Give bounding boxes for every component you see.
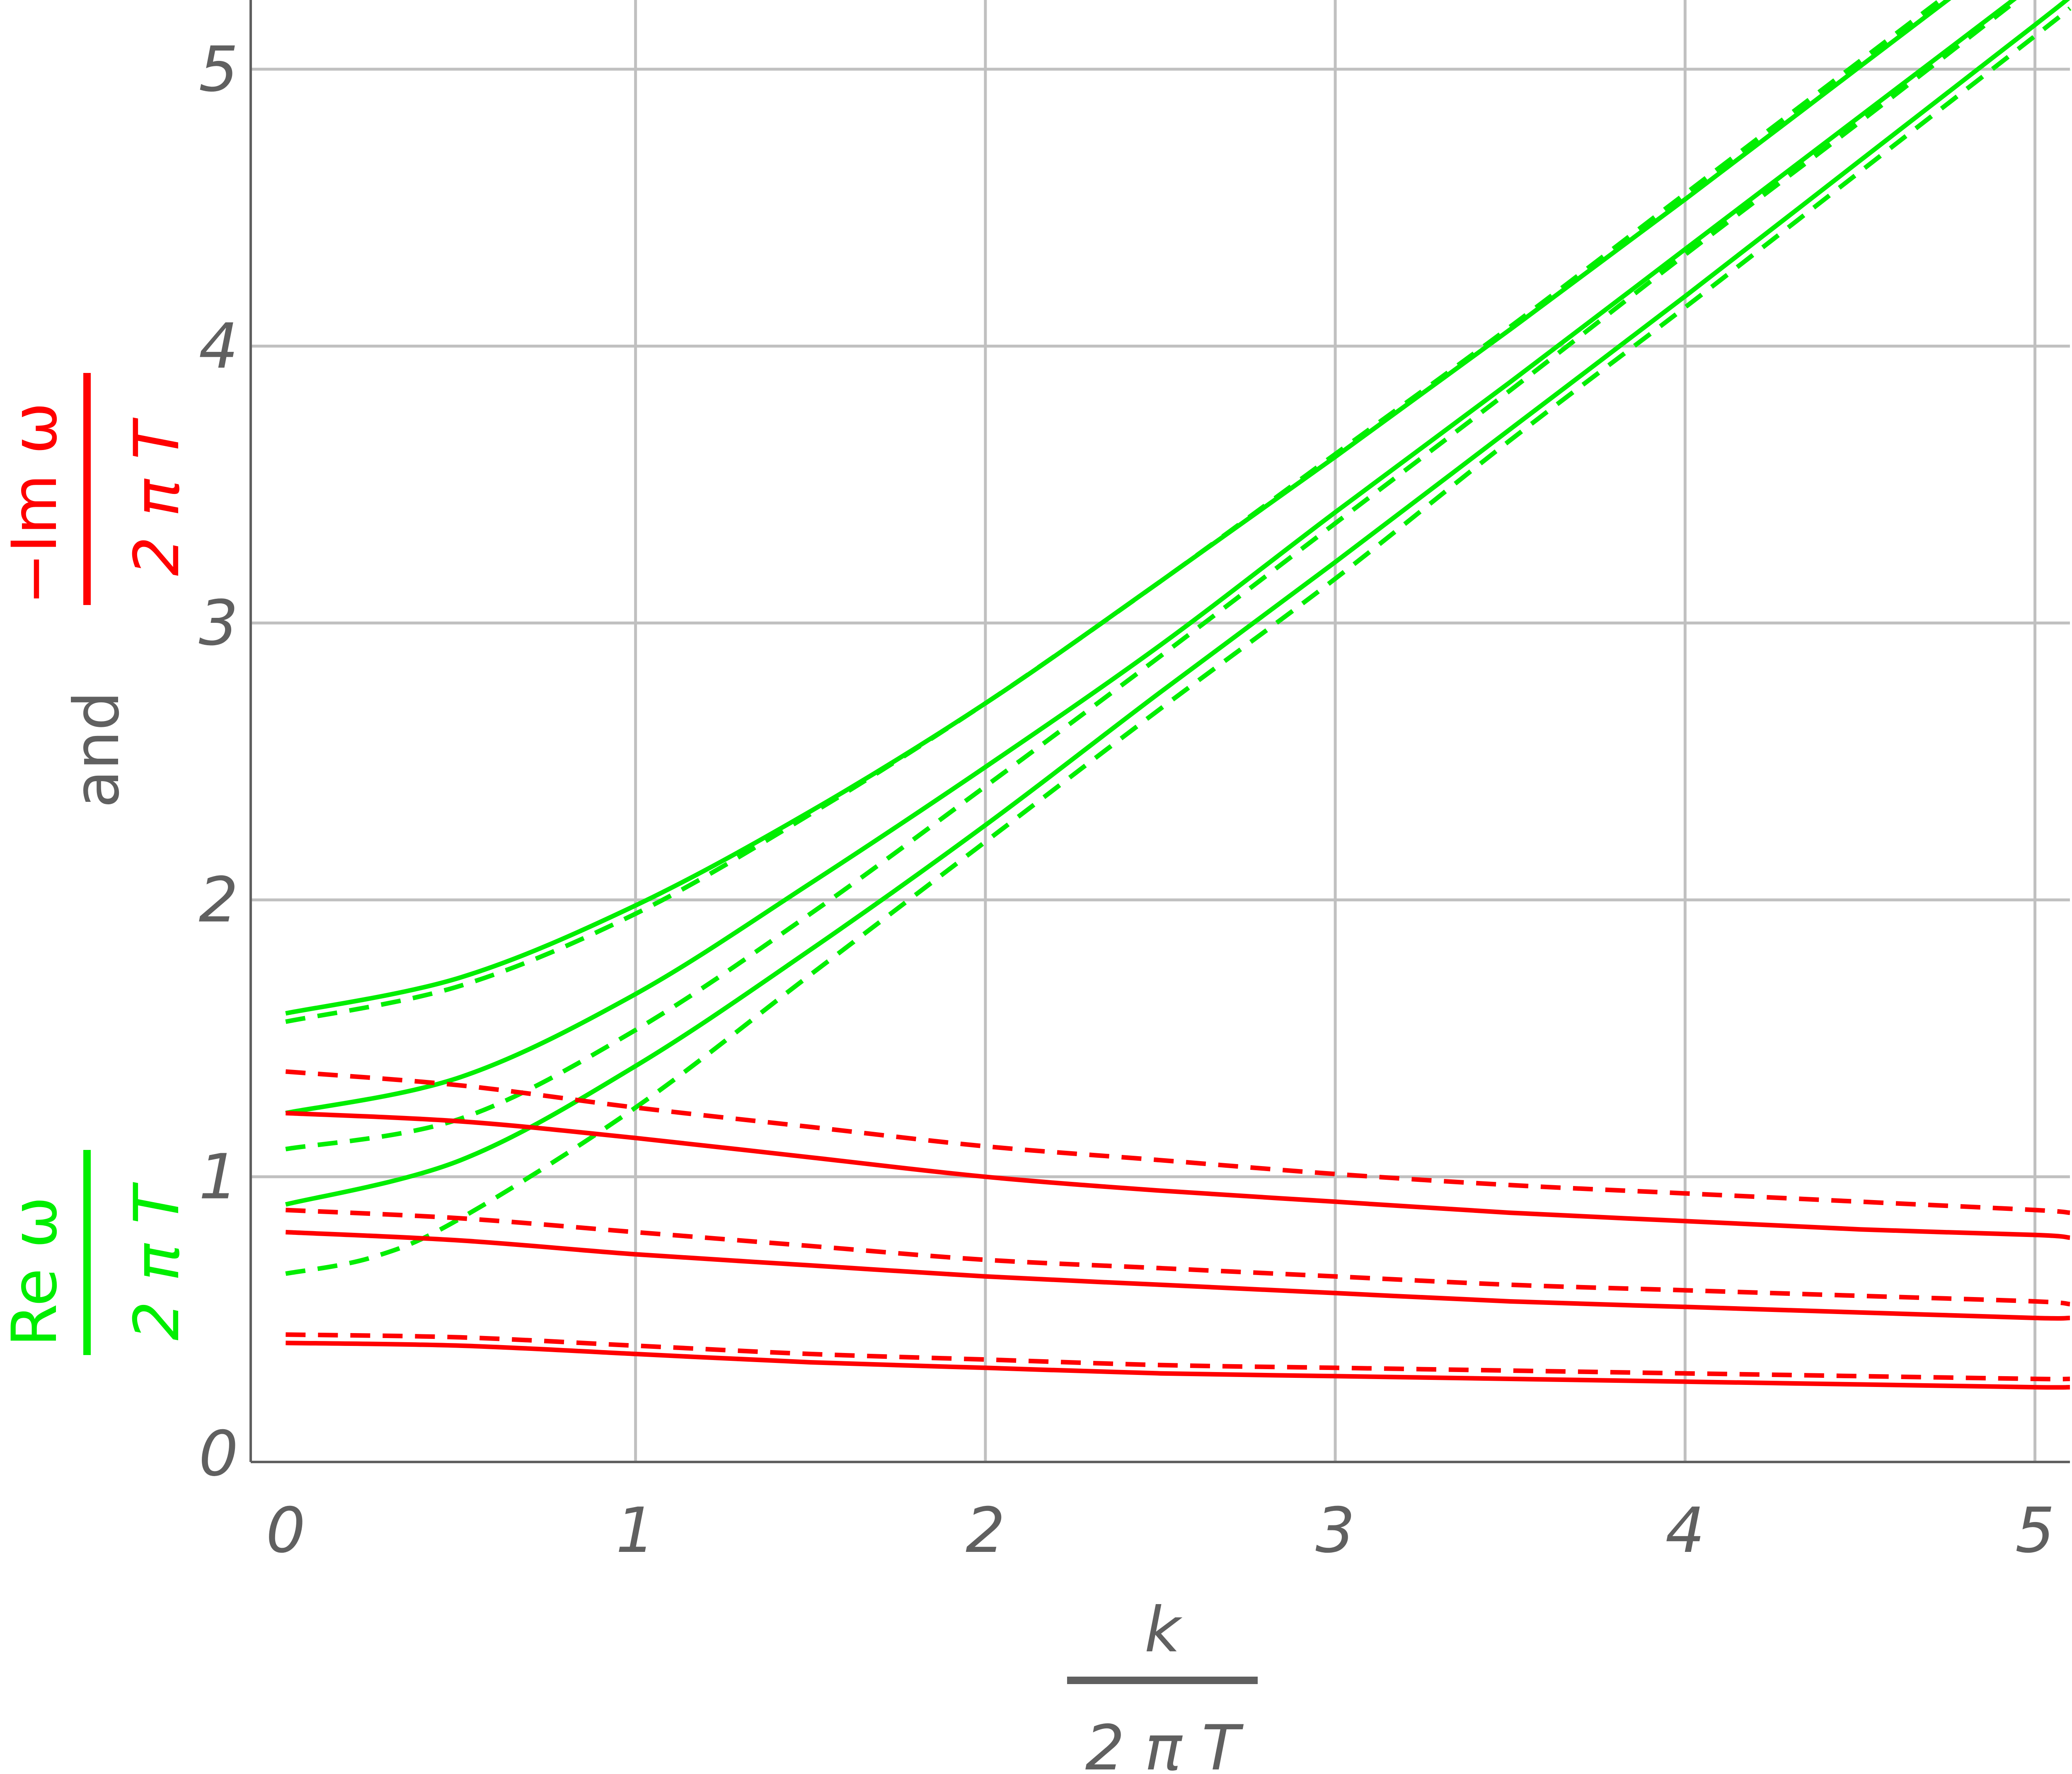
y-label-joiner: and: [61, 691, 133, 808]
series-real-solid-line-5: [285, 0, 2070, 1207]
x-tick-label: 1: [616, 1495, 655, 1567]
x-tick-label: 0: [266, 1495, 305, 1567]
series-imag-solid-line-10: [286, 1229, 2070, 1321]
series-real-dashed-line-2: [285, 0, 1944, 1024]
plot-frame: [249, 0, 2070, 1463]
series-real-dashed-line-6: [285, 6, 2072, 1276]
x-tick-label: 4: [1665, 1495, 1705, 1567]
y-tick-label: 0: [199, 1418, 238, 1490]
series-imag-solid-line-8: [286, 1111, 2070, 1240]
y-label-re-denominator: 2 π T: [121, 1182, 193, 1341]
series-real-solid-line-1: [285, 0, 1951, 1016]
y-tick-label: 2: [199, 864, 238, 937]
y-tick-label: 4: [199, 310, 238, 382]
x-tick-label: 5: [2015, 1495, 2055, 1567]
x-label-numerator: k: [1145, 1594, 1183, 1666]
y-label-im-denominator: 2 π T: [121, 417, 193, 576]
y-label-im-numerator: −Im ω: [0, 402, 71, 605]
series-real-solid-line-3: [285, 0, 2017, 1116]
x-axis-label: k 2 π T: [1067, 1594, 1258, 1774]
grid: [251, 0, 2070, 1462]
x-tick-label: 3: [1315, 1495, 1355, 1567]
tick-labels: 0 1 2 3 4 5 0 1 2 3 4 5: [199, 34, 2055, 1567]
x-tick-label: 2: [966, 1495, 1005, 1567]
series-imag-dashed-line-11: [286, 1332, 2070, 1382]
y-label-re-numerator: Re ω: [0, 1196, 71, 1347]
series-imag-dashed-line-9: [286, 1208, 2070, 1307]
y-tick-label: 1: [199, 1141, 238, 1213]
y-tick-label: 3: [199, 587, 238, 659]
x-label-denominator: 2 π T: [1085, 1712, 1244, 1774]
series-real-dashed-line-4: [285, 0, 2021, 1152]
y-tick-label: 5: [199, 34, 238, 106]
series-imag-solid-line-12: [286, 1341, 2070, 1390]
series-group: [285, 0, 2072, 1390]
y-axis-label: Re ω 2 π T and −Im ω 2 π T: [0, 373, 193, 1355]
